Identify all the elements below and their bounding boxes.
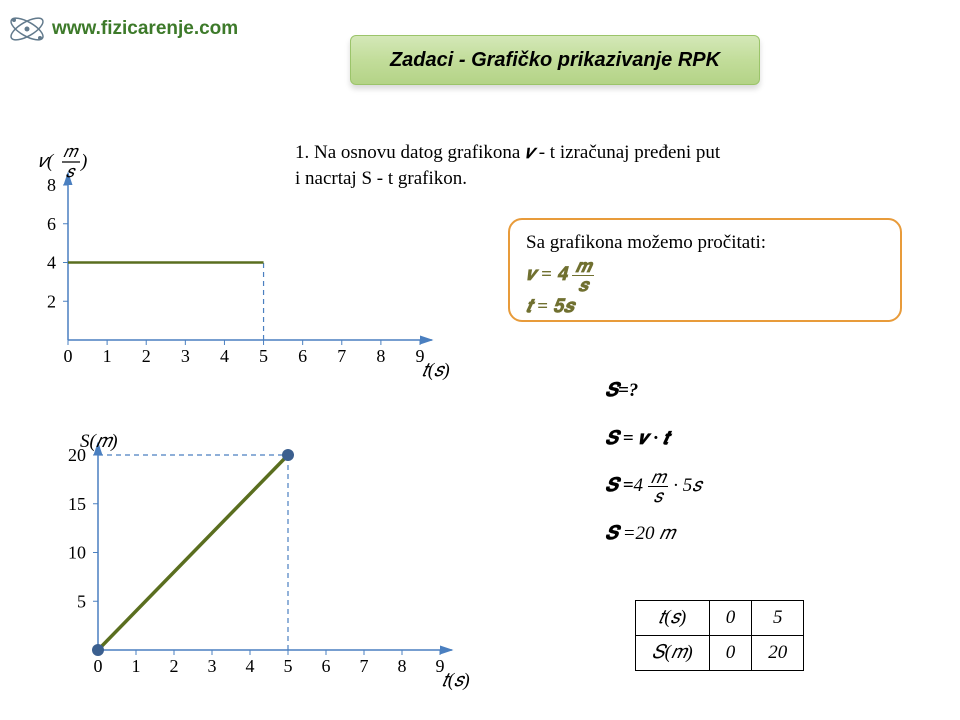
svg-text:3: 3: [208, 656, 217, 676]
svg-text:6: 6: [47, 214, 56, 234]
st-chart: 01234567895101520S(𝑚)𝑡(𝑠): [30, 405, 470, 695]
readings-box: Sa grafikona možemo pročitati: 𝒗 = 𝟒 𝒎 𝒔…: [508, 218, 902, 322]
svg-text:5: 5: [284, 656, 293, 676]
svg-text:0: 0: [64, 346, 73, 366]
page-title: Zadaci - Grafičko prikazivanje RPK: [390, 49, 720, 72]
svg-text:8: 8: [376, 346, 385, 366]
table-header-t: 𝑡(𝑠): [636, 601, 710, 636]
svg-text:2: 2: [142, 346, 151, 366]
atom-icon: [6, 8, 48, 50]
solution-line-3: 𝑺 =4 𝑚 𝑠 · 5𝑠: [605, 463, 702, 509]
solution-steps: 𝑺=? 𝑺 = 𝒗 · 𝒕 𝑺 =4 𝑚 𝑠 · 5𝑠 𝑺 =20 𝑚: [605, 368, 702, 558]
table-header-s: 𝑆(𝑚): [636, 636, 710, 671]
svg-text:5: 5: [77, 591, 86, 611]
svg-text:10: 10: [68, 543, 86, 563]
svg-text:8: 8: [47, 175, 56, 195]
svg-text:5: 5: [259, 346, 268, 366]
svg-text:7: 7: [360, 656, 369, 676]
table-cell: 20: [752, 636, 804, 671]
logo-area: www.fizicarenje.com: [6, 8, 238, 50]
table-row: 𝑆(𝑚) 0 20: [636, 636, 804, 671]
svg-text:4: 4: [220, 346, 229, 366]
title-banner: Zadaci - Grafičko prikazivanje RPK: [350, 35, 760, 85]
svg-text:15: 15: [68, 494, 86, 514]
svg-text:0: 0: [94, 656, 103, 676]
table-cell: 0: [709, 601, 752, 636]
table-cell: 0: [709, 636, 752, 671]
svg-text:): ): [80, 151, 87, 172]
svg-text:𝑡(𝑠): 𝑡(𝑠): [422, 360, 450, 381]
svg-text:𝑠: 𝑠: [66, 162, 77, 181]
logo-text: www.fizicarenje.com: [52, 18, 238, 40]
solution-line-4: 𝑺 =20 𝑚: [605, 511, 702, 557]
svg-text:S(𝑚): S(𝑚): [80, 431, 118, 452]
readings-v: 𝒗 = 𝟒 𝒎 𝒔: [526, 257, 884, 294]
svg-text:1: 1: [132, 656, 141, 676]
svg-text:𝑣(: 𝑣(: [38, 151, 55, 172]
svg-text:𝑡(𝑠): 𝑡(𝑠): [442, 670, 470, 691]
solution-line-1: 𝑺=?: [605, 368, 702, 414]
vt-chart: 01234567892468𝑣(𝑚𝑠)𝑡(𝑠): [10, 125, 450, 385]
problem-var: 𝑣: [525, 142, 534, 163]
svg-text:2: 2: [170, 656, 179, 676]
data-table: 𝑡(𝑠) 0 5 𝑆(𝑚) 0 20: [635, 600, 804, 671]
svg-text:4: 4: [246, 656, 255, 676]
svg-text:6: 6: [298, 346, 307, 366]
solution-line-2: 𝑺 = 𝒗 · 𝒕: [605, 416, 702, 462]
readings-intro: Sa grafikona možemo pročitati:: [526, 230, 884, 257]
svg-text:6: 6: [322, 656, 331, 676]
svg-text:3: 3: [181, 346, 190, 366]
svg-text:1: 1: [103, 346, 112, 366]
svg-text:8: 8: [398, 656, 407, 676]
table-row: 𝑡(𝑠) 0 5: [636, 601, 804, 636]
svg-text:2: 2: [47, 291, 56, 311]
readings-t: 𝒕 = 𝟓𝒔: [526, 294, 884, 321]
svg-text:4: 4: [47, 253, 56, 273]
svg-text:7: 7: [337, 346, 346, 366]
svg-text:𝑚: 𝑚: [63, 142, 79, 161]
table-cell: 5: [752, 601, 804, 636]
